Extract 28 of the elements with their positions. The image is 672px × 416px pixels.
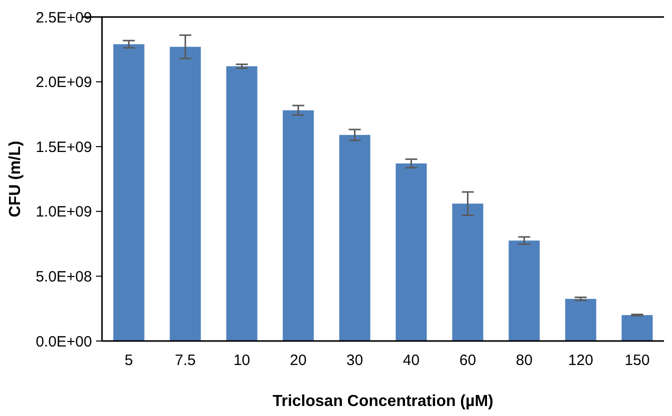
x-tick-label: 120: [568, 352, 594, 369]
bar: [622, 315, 653, 341]
bar: [565, 298, 596, 341]
x-tick-label: 20: [290, 352, 307, 369]
x-tick-label: 30: [346, 352, 364, 369]
y-tick-label: 1.0E+09: [36, 204, 92, 221]
bar: [339, 134, 370, 341]
x-tick-label: 5: [124, 352, 133, 369]
x-tick-label: 60: [459, 352, 476, 369]
x-tick-label: 150: [624, 352, 650, 369]
x-tick-label: 10: [233, 352, 250, 369]
bar: [452, 204, 484, 341]
y-axis-title: CFU (m/L): [7, 140, 24, 218]
x-axis-title: Triclosan Concentration (µM): [272, 393, 494, 410]
x-tick-label: 80: [516, 352, 533, 369]
bar: [226, 66, 258, 341]
y-tick-label: 1.5E+09: [36, 138, 92, 156]
x-tick-label: 40: [402, 352, 420, 369]
bar: [396, 163, 427, 341]
y-tick-label: 2.0E+09: [36, 74, 92, 92]
y-tick-label: 2.5E+09: [36, 9, 92, 26]
bar: [170, 46, 201, 341]
x-tick-label: 7.5: [174, 352, 196, 369]
bar: [113, 44, 144, 341]
y-tick-label: 0.0E+00: [36, 333, 92, 350]
bar: [282, 110, 314, 341]
y-tick-label: 5.0E+08: [36, 268, 92, 286]
bar: [508, 240, 540, 341]
